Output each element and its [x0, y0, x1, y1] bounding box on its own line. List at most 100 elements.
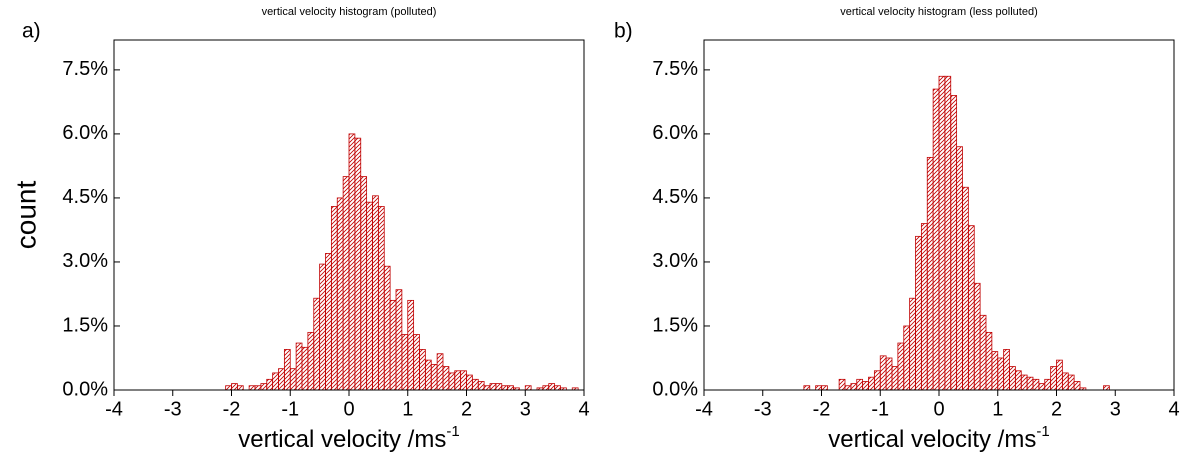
histogram-bar: [436, 353, 444, 391]
histogram-bar: [330, 206, 338, 391]
x-axis-label: vertical velocity /ms-1: [238, 423, 459, 453]
histogram-bar: [821, 385, 828, 391]
histogram-bar: [1009, 366, 1016, 391]
histogram-bar: [448, 372, 456, 391]
histogram-bar: [348, 133, 356, 391]
histogram-bar: [389, 299, 397, 391]
histogram-bar: [466, 374, 473, 391]
histogram-bar: [366, 201, 373, 391]
histogram-bar: [272, 372, 279, 391]
histogram-bar: [891, 366, 899, 391]
histogram-bar: [1056, 359, 1063, 391]
histogram-bar: [850, 383, 858, 391]
x-tick-label: 0: [343, 398, 354, 420]
histogram-bar: [278, 368, 285, 391]
histogram-bar: [997, 357, 1005, 391]
histogram-bar: [967, 225, 975, 391]
histogram-bar: [1050, 366, 1057, 391]
histogram-bar: [342, 176, 350, 391]
histogram-bar: [489, 383, 497, 391]
histogram-bar: [909, 297, 916, 391]
x-tick-label: 4: [578, 398, 589, 420]
y-tick-label: 3.0%: [652, 250, 698, 272]
x-axis-label: vertical velocity /ms-1: [828, 423, 1049, 453]
x-tick-label: 3: [1110, 398, 1121, 420]
x-tick-label: 1: [992, 398, 1003, 420]
histogram-bar: [454, 370, 462, 391]
histogram-bar: [313, 297, 321, 391]
histogram-bar: [1073, 381, 1081, 391]
histogram-bar: [944, 75, 952, 391]
histogram-bar: [507, 385, 514, 391]
histogram-bar: [495, 383, 503, 391]
histogram-bar: [1038, 383, 1046, 391]
histogram-bar: [289, 368, 297, 391]
y-tick-label: 4.5%: [62, 186, 108, 208]
x-tick-label: 2: [1051, 398, 1062, 420]
histogram-bar: [266, 378, 274, 391]
histogram-bar: [979, 314, 987, 391]
histogram-bar: [360, 176, 368, 391]
x-tick-label: -3: [754, 398, 772, 420]
histogram-bar: [803, 385, 811, 391]
histogram-bar: [938, 75, 946, 391]
histogram-bar: [873, 370, 881, 391]
y-tick-label: 4.5%: [652, 186, 698, 208]
histogram-bar: [1003, 349, 1010, 391]
histogram-bar: [295, 342, 303, 391]
chart-title: vertical velocity histogram (less pollut…: [840, 6, 1037, 18]
histogram-bar: [985, 331, 993, 391]
histogram-bar: [407, 299, 415, 391]
histogram-bar: [879, 355, 887, 391]
histogram-bar: [1067, 374, 1075, 391]
histogram-bar: [903, 325, 911, 391]
x-tick-label: -2: [813, 398, 831, 420]
y-tick-label: 0.0%: [62, 378, 108, 400]
histogram-bar: [401, 334, 409, 391]
x-axis-label-text: vertical velocity /ms: [828, 426, 1036, 453]
x-tick-label: -3: [164, 398, 182, 420]
histogram-bar: [862, 381, 869, 391]
histogram-bar: [260, 383, 268, 391]
histogram-bar: [885, 357, 893, 391]
histogram-bar: [554, 385, 561, 391]
histogram-bar: [395, 289, 403, 391]
x-tick-label: 3: [520, 398, 531, 420]
x-tick-label: -1: [871, 398, 889, 420]
histogram-bar: [336, 197, 344, 391]
histogram-bar: [1014, 370, 1022, 391]
histogram-bar: [956, 146, 963, 391]
histogram-bar: [1061, 372, 1069, 391]
histogram-bar: [1103, 385, 1110, 391]
y-tick-label: 1.5%: [652, 314, 698, 336]
histogram-bar: [483, 385, 491, 391]
histogram-bar: [973, 282, 981, 391]
histogram-bar: [477, 381, 485, 391]
histogram-bar: [301, 346, 309, 391]
panel-label: a): [22, 20, 41, 43]
histogram-bar: [524, 385, 532, 391]
histogram-bar: [424, 359, 432, 391]
histogram-bar: [225, 385, 232, 391]
histogram-bar: [542, 385, 550, 391]
histogram-bar: [442, 366, 450, 391]
histogram-bar: [236, 385, 244, 391]
histogram-bar: [926, 156, 934, 391]
histogram-bar: [254, 385, 262, 391]
y-tick-label: 7.5%: [652, 58, 698, 80]
histogram-bar: [932, 88, 940, 391]
histogram-bar: [501, 385, 509, 391]
histogram-bar: [1026, 376, 1034, 391]
histogram-bar: [471, 378, 479, 391]
y-axis-label: count: [10, 181, 41, 250]
x-tick-label: 4: [1168, 398, 1179, 420]
histogram-bar: [915, 235, 922, 391]
histogram-bar: [920, 223, 928, 391]
x-axis-label-text: vertical velocity /ms: [238, 426, 446, 453]
x-tick-label: 0: [933, 398, 944, 420]
x-tick-label: 1: [402, 398, 413, 420]
histogram-bar: [1032, 378, 1040, 391]
histogram-bar: [548, 383, 556, 391]
x-tick-label: -4: [105, 398, 123, 420]
